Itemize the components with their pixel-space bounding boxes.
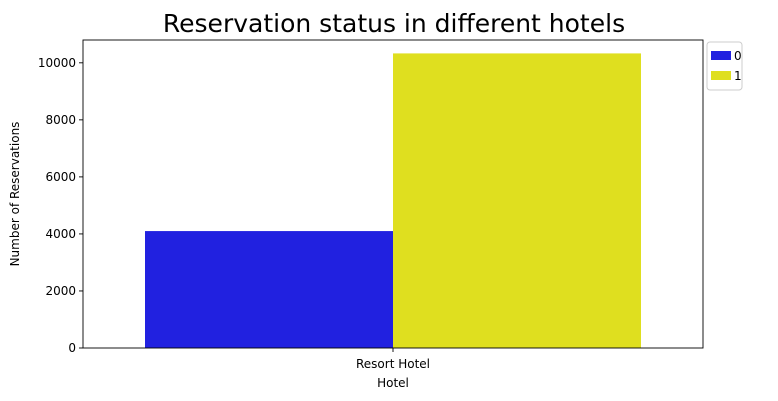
chart-title: Reservation status in different hotels bbox=[163, 9, 625, 38]
plot-frame bbox=[82, 39, 704, 349]
x-axis-label: Hotel bbox=[377, 376, 409, 390]
legend-label-1: 1 bbox=[734, 69, 742, 83]
y-tick-label: 0 bbox=[68, 341, 76, 355]
y-axis-ticks: 0 2000 4000 6000 8000 10000 bbox=[38, 56, 83, 355]
y-tick-label: 4000 bbox=[45, 227, 76, 241]
y-tick-label: 10000 bbox=[38, 56, 76, 70]
bar-0 bbox=[145, 231, 393, 348]
y-tick-label: 6000 bbox=[45, 170, 76, 184]
x-axis-ticks: Resort Hotel bbox=[356, 348, 430, 371]
legend-label-0: 0 bbox=[734, 49, 742, 63]
bars-layer bbox=[145, 53, 641, 348]
legend-swatch-1 bbox=[711, 71, 731, 80]
legend: 01 bbox=[706, 41, 743, 91]
x-tick-label: Resort Hotel bbox=[356, 357, 430, 371]
legend-swatch-0 bbox=[711, 51, 731, 60]
y-tick-label: 2000 bbox=[45, 284, 76, 298]
bar-1 bbox=[393, 53, 641, 348]
y-axis-label: Number of Reservations bbox=[8, 122, 22, 267]
y-tick-label: 8000 bbox=[45, 113, 76, 127]
